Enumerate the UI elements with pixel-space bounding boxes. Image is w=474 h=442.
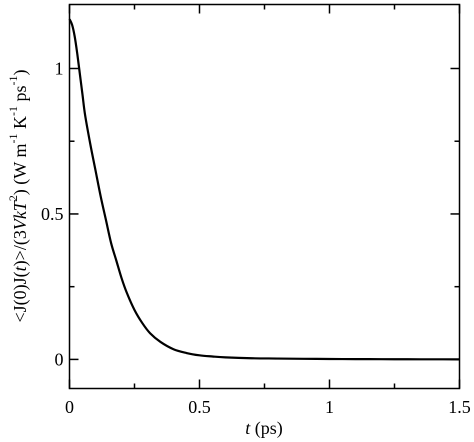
y-label-part: ) bbox=[10, 70, 31, 76]
y-label-part: t bbox=[10, 265, 30, 271]
y-tick-label: 0 bbox=[55, 349, 64, 369]
series-line bbox=[68, 18, 460, 361]
y-axis-label: <J(0)J(t)>/(3VkT2) (W m-1 K-1 ps-1) bbox=[6, 70, 31, 323]
y-label-part: ps bbox=[10, 86, 30, 107]
y-label-part: K bbox=[10, 116, 30, 134]
plot-frame bbox=[68, 3, 461, 390]
y-label-sup: -1 bbox=[6, 134, 20, 144]
y-label-sup: -1 bbox=[6, 106, 20, 116]
x-axis-label: t (ps) bbox=[245, 418, 283, 439]
x-tick-label: 1 bbox=[325, 397, 334, 417]
y-label-sup: 2 bbox=[6, 195, 20, 201]
x-axis-label-unit: (ps) bbox=[250, 418, 283, 439]
axis-ticks bbox=[68, 4, 461, 389]
x-tick-label: 1.5 bbox=[448, 397, 471, 417]
y-label-part: )>/(3 bbox=[10, 230, 31, 266]
x-axis-label-var: t bbox=[245, 418, 251, 438]
y-tick-label: 1 bbox=[55, 59, 64, 79]
x-tick-label: 0.5 bbox=[188, 397, 211, 417]
y-tick-label: 0.5 bbox=[41, 204, 64, 224]
y-axis-label-group: <J(0)J(t)>/(3VkT2) (W m-1 K-1 ps-1) bbox=[6, 70, 31, 323]
y-label-part: <J(0)J( bbox=[10, 271, 31, 322]
y-label-part: VkT bbox=[10, 199, 30, 230]
x-tick-label: 0 bbox=[65, 397, 74, 417]
tick-labels: 0 0.5 1 1.5 0 0.5 1 bbox=[41, 59, 471, 418]
y-label-part: ) (W m bbox=[10, 144, 31, 196]
y-label-sup: -1 bbox=[6, 76, 20, 86]
